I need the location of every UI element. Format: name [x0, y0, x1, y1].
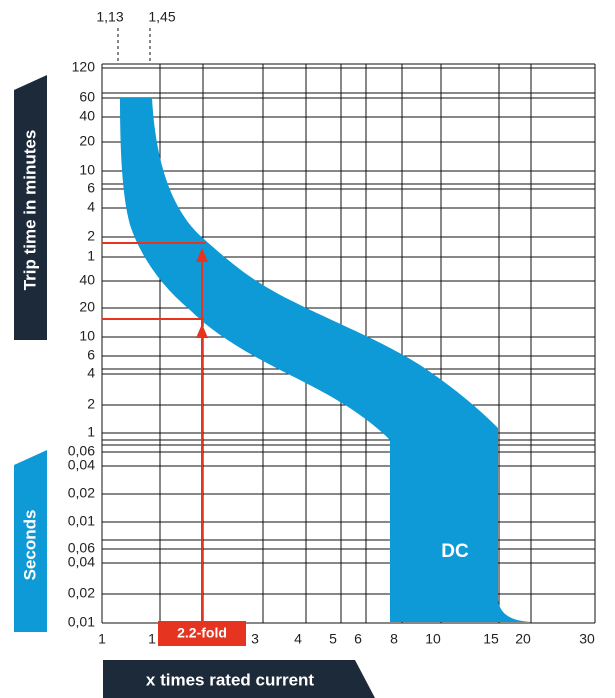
y-tick-label: 0,02: [68, 485, 95, 501]
marker-arrow: [196, 248, 208, 262]
y-tick-label: 4: [87, 199, 95, 215]
y-tick-label: 0,01: [68, 513, 95, 529]
x-tick-label: 8: [390, 631, 398, 647]
y-tick-label: 0,06: [68, 540, 95, 556]
band-label: DC: [441, 541, 469, 562]
y-tick-label: 2: [87, 228, 95, 244]
x-tick-label: 1: [148, 631, 156, 647]
y-tick-label: 0,04: [68, 457, 95, 473]
y-title: Trip time in minutes: [20, 130, 39, 291]
y-tick-label: 60: [79, 89, 95, 105]
top-label: 1,45: [148, 9, 175, 25]
x-tick-label: 20: [515, 631, 531, 647]
y-tick-label: 0,02: [68, 585, 95, 601]
y-tick-label: 120: [72, 59, 96, 75]
y-tick-label: 6: [87, 180, 95, 196]
y-tick-label: 0,06: [68, 443, 95, 459]
x-tick-label: 30: [579, 631, 595, 647]
top-label: 1,13: [96, 9, 123, 25]
x-title-box: [103, 660, 375, 698]
x-tick-label: 10: [425, 631, 441, 647]
y2-title: Seconds: [20, 510, 39, 581]
x-tick-label: 6: [354, 631, 362, 647]
x-tick-label: 3: [251, 631, 259, 647]
y-tick-label: 40: [79, 108, 95, 124]
x-title: x times rated current: [146, 670, 315, 689]
y-tick-label: 0,01: [68, 614, 95, 630]
marker-box: [158, 621, 246, 646]
markers: [102, 242, 208, 622]
y-tick-label: 40: [79, 272, 95, 288]
y-tick-label: 1: [87, 424, 95, 440]
y-title-box: [14, 75, 47, 340]
grid: [101, 28, 596, 624]
y-tick-label: 2: [87, 396, 95, 412]
y-tick-label: 10: [79, 162, 95, 178]
y-tick-label: 10: [79, 328, 95, 344]
y-tick-label: 4: [87, 365, 95, 381]
marker-arrow: [196, 324, 208, 338]
x-tick-label: 4: [294, 631, 302, 647]
y-tick-label: 20: [79, 299, 95, 315]
x-tick-label: 5: [329, 631, 337, 647]
y-tick-label: 6: [87, 347, 95, 363]
marker-label: 2.2-fold: [177, 625, 227, 641]
y-tick-label: 0,04: [68, 554, 95, 570]
x-tick-label: 15: [483, 631, 499, 647]
x-tick-label: 1: [98, 631, 106, 647]
trip-band: [120, 98, 532, 622]
y2-title-box: [14, 450, 47, 632]
y-tick-label: 20: [79, 133, 95, 149]
y-tick-label: 1: [87, 248, 95, 264]
